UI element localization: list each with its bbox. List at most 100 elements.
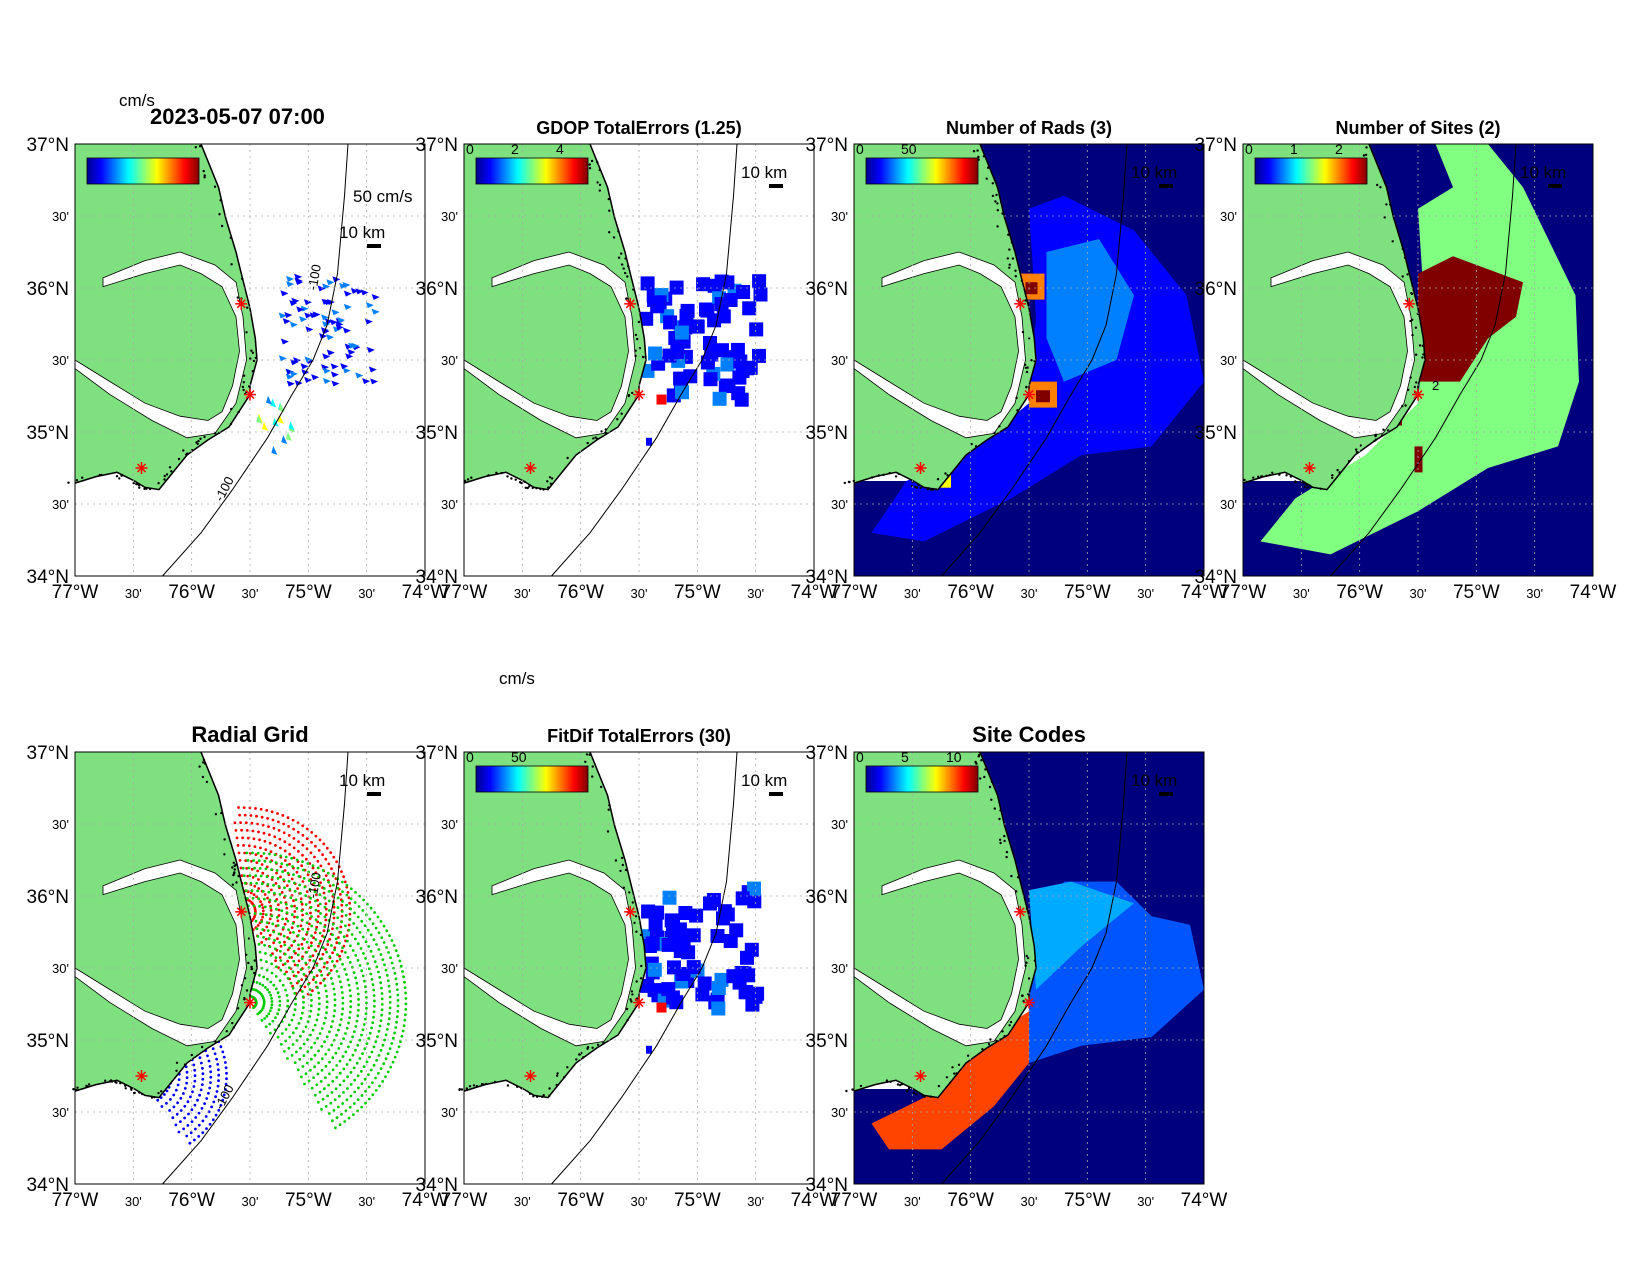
coast-dot [1306,486,1309,489]
radial-grid-point [320,1057,324,1060]
radial-grid-point [301,1006,305,1010]
radial-grid-point [399,964,403,968]
radial-grid-point [177,1078,181,1081]
lon-tick-label: 74°W [1570,582,1617,603]
radial-grid-point [302,1042,306,1046]
depth-contour [551,143,738,577]
lat-tick-label: 34°N [1195,567,1237,588]
coast-dot [598,183,602,187]
radial-grid-point [238,813,242,817]
lat-tick-label: 35°N [27,1031,69,1052]
radial-grid-point [333,1098,337,1102]
radial-grid-point [265,875,269,878]
velocity-vector [347,348,356,355]
lon-tick-label: 30' [514,586,531,601]
radial-grid-point [298,1057,302,1061]
coast-dot [1421,356,1424,359]
radial-grid-point [305,921,309,925]
radial-grid-point [357,1008,360,1012]
radial-grid-point [403,980,406,984]
radial-grid-point [259,874,263,878]
radial-grid-point [385,1028,389,1031]
radial-grid-point [346,1087,349,1090]
radial-grid-point [341,946,344,950]
radial-grid-point [272,930,276,934]
coast-dot [945,1076,949,1079]
radial-grid-point [311,1028,315,1032]
radial-grid-point [291,865,294,868]
radial-grid-point [251,851,254,855]
radial-grid-point [379,953,383,956]
lon-tick-label: 75°W [674,582,721,603]
radial-grid-point [251,876,255,879]
radial-grid-point [390,961,394,965]
error-cell [703,336,717,350]
radial-grid-point [292,949,296,953]
colorbar-tick: 50 [901,141,917,157]
velocity-vector [332,326,341,333]
radial-grid-point [365,996,368,999]
radial-grid-point [258,904,261,908]
radial-grid-point [401,970,404,973]
radial-grid-point [300,978,304,981]
radial-grid-point [315,1083,319,1087]
error-cell [733,354,748,369]
colorbar [1254,157,1368,185]
radial-grid-point [360,1094,364,1097]
radial-grid-point [315,964,319,967]
radial-grid-point [206,1054,209,1058]
error-cell [646,437,652,446]
radial-grid-point [274,1016,277,1019]
radial-grid-point [348,918,352,921]
coast-dot [566,456,569,460]
radial-grid-point [370,1050,374,1054]
radial-grid-point [334,937,338,941]
radial-grid-point [268,1022,272,1026]
radial-grid-point [260,941,264,944]
radar-site-marker [1023,388,1035,401]
lon-tick-label: 77°W [831,582,878,603]
lat-tick-label: 35°N [806,423,848,444]
radial-grid-point [346,939,349,943]
radial-grid-point [324,907,328,911]
radial-grid-point [403,986,407,989]
radial-grid-point [183,1116,186,1120]
velocity-vector [289,321,298,328]
radial-grid-point [352,1102,356,1105]
radial-grid-point [356,915,360,919]
radial-grid-point [323,905,327,909]
velocity-vector [285,368,294,375]
radial-grid-point [216,1063,220,1066]
colorbar [86,157,200,185]
radial-grid-point [363,1047,367,1051]
error-cell [707,278,722,293]
radial-grid-point [335,959,339,963]
radial-grid-point [269,860,272,864]
radial-grid-point [185,1070,189,1074]
radial-grid-point [354,1025,358,1028]
radial-grid-point [176,1101,179,1105]
radial-grid-point [252,837,256,841]
error-cell [641,904,656,919]
radial-grid-point [174,1088,178,1092]
coast-dot [606,830,610,833]
radial-grid-point [295,907,299,910]
radial-grid-point [292,846,296,850]
radial-grid-point [300,957,304,961]
velocity-vector [282,318,291,325]
velocity-vector [322,378,331,385]
radial-grid-point [293,992,297,995]
radial-grid-point [283,886,286,890]
lat-tick-label: 30' [441,497,458,512]
radial-grid-point [375,965,379,969]
radial-grid-point [317,849,321,852]
coast-dot [556,1072,559,1075]
coast-dot [555,1074,559,1077]
coast-dot [596,1043,600,1046]
radial-grid-point [404,991,407,995]
colorbar [865,157,979,185]
radial-grid-point [165,1089,169,1093]
error-cell [700,355,715,370]
coast-dot [1008,263,1011,266]
